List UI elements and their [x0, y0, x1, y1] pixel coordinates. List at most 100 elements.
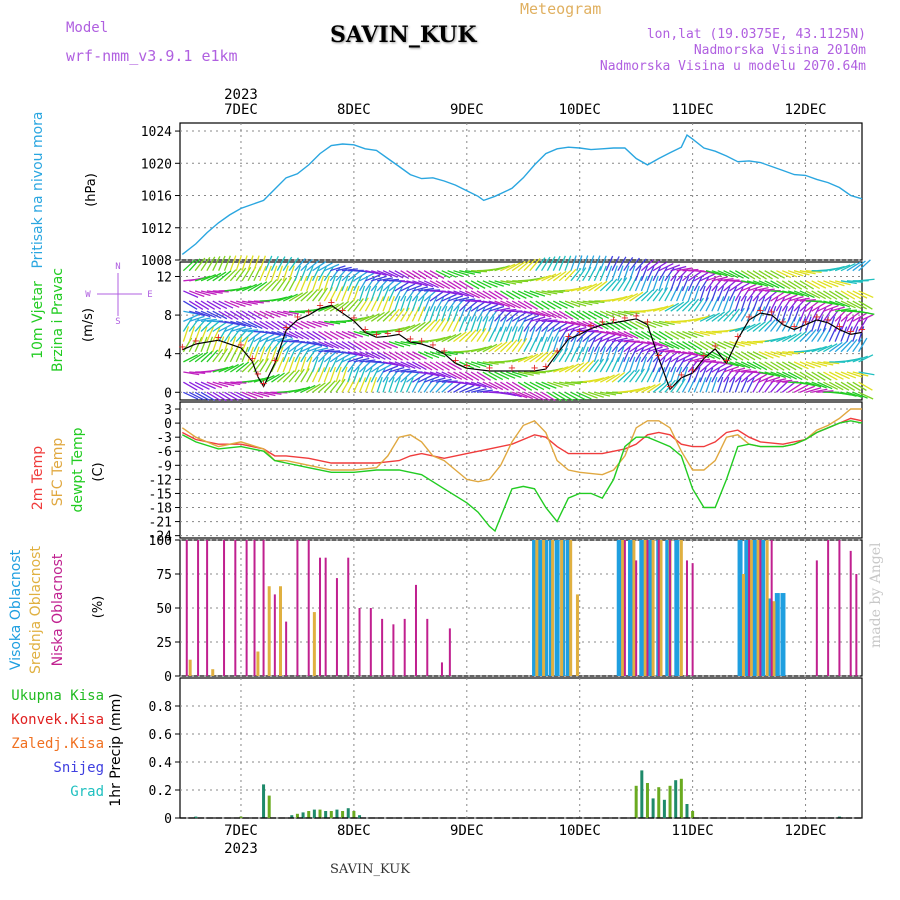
gust-marker: +	[417, 336, 425, 347]
wind-arrow	[512, 371, 528, 378]
wind-arrow	[629, 369, 640, 383]
wind-arrow	[617, 277, 628, 292]
wind-arrow	[776, 334, 792, 343]
wind-arrow	[194, 290, 211, 297]
wind-arrow	[229, 336, 237, 352]
wind-arrow	[852, 381, 867, 391]
wind-arrow	[259, 346, 266, 363]
wind-arrow	[347, 366, 354, 383]
wind-arrow	[511, 326, 518, 342]
wind-arrow	[770, 371, 786, 379]
wind-arrow	[183, 300, 198, 310]
wind-arrow	[781, 280, 797, 290]
wind-arrow	[288, 257, 300, 272]
cloud-bar	[535, 540, 539, 676]
precip-bar	[352, 811, 356, 818]
wind-arrow	[606, 391, 623, 395]
wind-arrow	[441, 270, 457, 278]
wind-arrow	[476, 316, 483, 332]
wind-arrow	[629, 356, 636, 373]
wind-arrow	[335, 357, 345, 373]
day-label-top: 9DEC	[450, 102, 484, 118]
wind-arrow	[482, 290, 497, 300]
wind-arrow	[805, 387, 822, 393]
cloud-bar	[770, 540, 773, 676]
wind-arrow	[365, 270, 382, 275]
wind-arrow	[282, 256, 293, 272]
wind-arrow	[593, 337, 603, 353]
wind-arrow	[206, 300, 222, 310]
wind-arrow	[646, 356, 654, 373]
wind-arrow	[535, 290, 552, 296]
wind-arrow	[194, 300, 210, 310]
wind-arrow	[776, 379, 793, 383]
wind-arrow	[406, 351, 421, 361]
wind-arrow	[717, 270, 733, 278]
wind-arrow	[576, 255, 583, 271]
cloud-bar	[621, 540, 625, 676]
wind-arrow	[400, 369, 417, 373]
wind-arrow	[241, 266, 252, 282]
model-elevation-label: Nadmorska Visina u modelu 2070.64m	[599, 59, 866, 74]
wind-arrow	[235, 361, 250, 373]
cloud-bar	[542, 540, 546, 676]
wind-arrow	[188, 391, 204, 401]
wind-arrow	[558, 269, 572, 282]
wind-arrow	[382, 361, 399, 367]
gust-marker: +	[259, 379, 267, 390]
wind-arrow	[505, 339, 518, 353]
wind-arrow	[799, 329, 812, 343]
wind-arrow	[840, 263, 856, 272]
wind-arrow	[846, 311, 861, 322]
wind-arrow	[711, 363, 726, 373]
wind-arrow	[423, 296, 431, 312]
wind-arrow	[535, 326, 542, 342]
wind-arrow	[558, 300, 574, 309]
wind-arrow	[411, 321, 426, 333]
wind-arrow	[552, 327, 562, 342]
wind-arrow	[734, 282, 750, 292]
wind-arrow	[547, 290, 564, 294]
cloud-bar	[765, 540, 769, 676]
wind-arrow	[312, 341, 328, 348]
wind-arrow	[799, 316, 807, 332]
wind-arrow	[324, 303, 339, 312]
wind-arrow	[799, 299, 816, 302]
wind-arrow	[752, 377, 762, 393]
wind-arrow	[235, 255, 243, 271]
wind-arrow	[441, 371, 457, 380]
wind-arrow	[388, 361, 405, 368]
wind-arrow	[488, 290, 503, 300]
wind-arrow	[288, 265, 295, 282]
wind-arrow	[646, 265, 655, 282]
wind-arrow	[817, 290, 832, 300]
gust-marker: +	[542, 361, 550, 372]
wind-arrow	[235, 267, 247, 282]
wind-arrow	[799, 371, 814, 381]
wind-arrow	[805, 290, 821, 299]
wind-arrow	[834, 300, 851, 308]
wind-arrow	[746, 270, 762, 280]
precip-bar	[295, 813, 299, 818]
precip-bar	[358, 815, 362, 818]
wind-arrow	[312, 306, 329, 312]
wind-arrow	[464, 361, 481, 369]
wind-arrow	[306, 340, 323, 347]
wind-arrow	[517, 354, 533, 363]
wind-arrow	[435, 270, 451, 279]
cloud-bar	[347, 557, 350, 676]
wind-arrow	[811, 316, 818, 332]
precip-legend-item: Konvek.Kisa	[11, 712, 104, 728]
wind-arrow	[834, 316, 842, 332]
wind-arrow	[394, 377, 401, 393]
gust-marker: +	[756, 305, 764, 316]
wind-arrow	[658, 349, 675, 353]
day-label-bottom: 7DEC	[224, 823, 258, 839]
gust-marker: +	[463, 360, 471, 371]
wind-arrow	[411, 295, 419, 312]
wind-arrow	[294, 291, 309, 302]
wind-arrow	[829, 280, 845, 287]
wind-arrow	[723, 280, 737, 292]
temperature-ytick-label: -6	[156, 445, 172, 460]
wind-arrow	[634, 368, 645, 383]
